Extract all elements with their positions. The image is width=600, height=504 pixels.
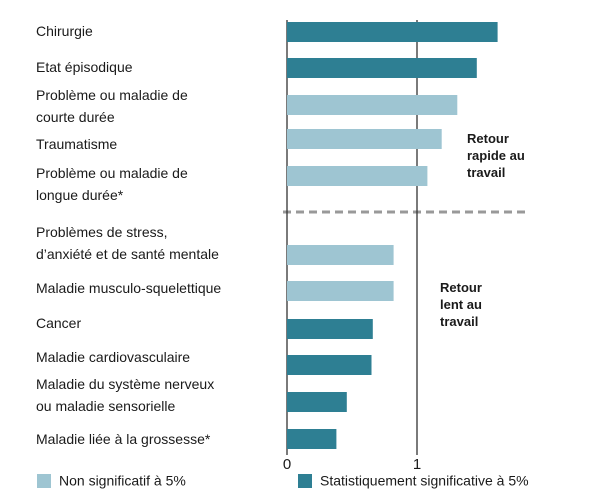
x-tick-label: 0 bbox=[283, 456, 291, 473]
bar bbox=[287, 58, 477, 78]
bar bbox=[287, 95, 458, 115]
legend-swatch bbox=[37, 474, 51, 488]
bar bbox=[287, 355, 372, 375]
category-label: Problème ou maladie de courte durée bbox=[36, 87, 188, 125]
category-label: Problème ou maladie de longue durée* bbox=[36, 165, 188, 203]
bar bbox=[287, 319, 373, 339]
legend-label: Statistiquement significative à 5% bbox=[320, 473, 529, 489]
annotation: Retour lent au travail bbox=[440, 280, 482, 329]
legend-swatch bbox=[298, 474, 312, 488]
bar bbox=[287, 166, 428, 186]
category-label: Etat épisodique bbox=[36, 59, 133, 75]
category-label: Traumatisme bbox=[36, 136, 117, 152]
category-label: Maladie cardiovasculaire bbox=[36, 349, 190, 365]
bar bbox=[287, 129, 442, 149]
x-tick-label: 1 bbox=[413, 456, 421, 473]
bar bbox=[287, 245, 394, 265]
legend-label: Non significatif à 5% bbox=[59, 473, 186, 489]
bar bbox=[287, 429, 337, 449]
category-label: Maladie musculo-squelettique bbox=[36, 280, 221, 296]
annotation: Retour rapide au travail bbox=[467, 131, 525, 180]
bar bbox=[287, 22, 498, 42]
bar bbox=[287, 281, 394, 301]
category-label: Cancer bbox=[36, 315, 81, 331]
category-label: Maladie liée à la grossesse* bbox=[36, 431, 211, 447]
category-label: Problèmes de stress, d’anxiété et de sant… bbox=[36, 224, 219, 262]
category-label: Chirurgie bbox=[36, 23, 93, 39]
category-label: Maladie du système nerveux ou maladie sen… bbox=[36, 376, 214, 414]
bar bbox=[287, 392, 347, 412]
